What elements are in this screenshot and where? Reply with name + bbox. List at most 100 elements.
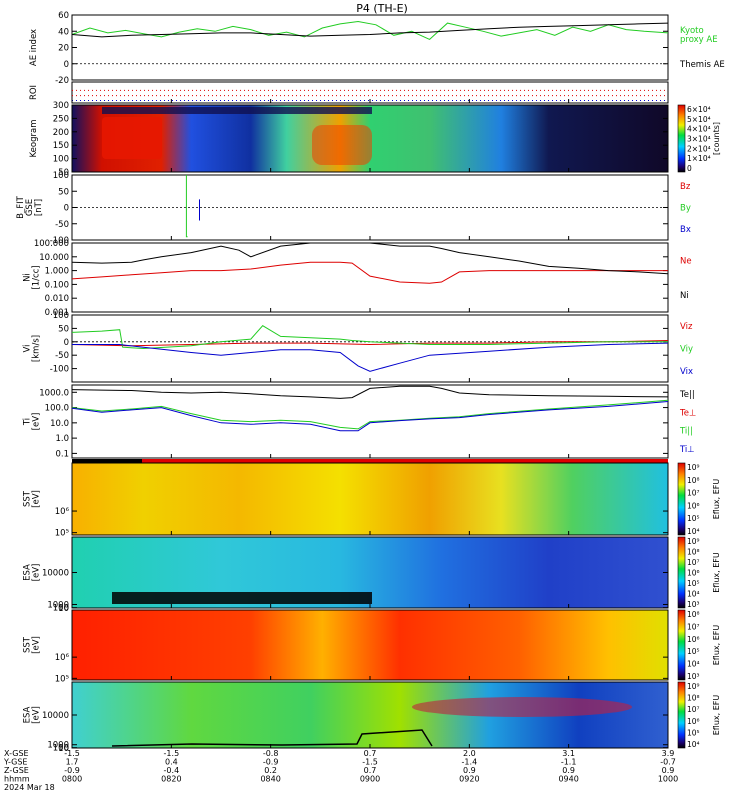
- keogram-ylabel: Keogram: [29, 120, 39, 158]
- xaxis-row-label: X-GSE: [4, 749, 29, 758]
- xaxis-row-label: hhmm: [4, 775, 30, 784]
- ytick-label: 50: [58, 324, 69, 334]
- ytick-label: 150: [53, 141, 69, 151]
- xtick-label: 0820: [161, 775, 181, 784]
- legend-temperature-0: Te||: [679, 390, 695, 400]
- legend-velocity-1: Viy: [680, 345, 693, 355]
- ytick-label: 0.001: [45, 308, 69, 318]
- xtick-label: 0840: [260, 775, 280, 784]
- panel-sst_i: 10⁶ 10⁵ SST[eV] 10⁸ 10⁷ 10⁶ 10⁵ 10⁴ 10³ Eflux, EF…: [23, 609, 721, 684]
- colorbar-tick: 10⁵: [687, 514, 700, 523]
- legend-temperature-1: Te⊥: [679, 408, 696, 418]
- sst-e-flag-dark: [72, 459, 142, 463]
- xtick-label: 0.9: [463, 766, 476, 775]
- xtick-label: -1.5: [64, 749, 80, 758]
- xtick-label: -0.4: [164, 766, 180, 775]
- xtick-label: 0.4: [165, 758, 178, 767]
- ytick-label: 10000: [42, 711, 69, 721]
- colorbar-tick: 2×10⁴: [687, 144, 711, 153]
- xtick-label: -0.9: [64, 766, 80, 775]
- xtick-label: 2.0: [463, 749, 476, 758]
- keogram-colorbar-label: [counts]: [712, 122, 721, 155]
- colorbar-tick: 10⁶: [687, 717, 700, 726]
- xtick-label: 0800: [62, 775, 82, 784]
- legend-density-1: Ni: [680, 291, 689, 301]
- colorbar-tick: 10⁶: [687, 501, 700, 510]
- legend-bfield-0: Bz: [680, 182, 691, 192]
- esa-i-flux-peak: [412, 697, 632, 717]
- ytick-label: 1000: [47, 600, 69, 610]
- colorbar-tick: 10⁹: [687, 463, 700, 472]
- colorbar-tick: 10⁴: [687, 740, 700, 749]
- series-line: [71, 20, 669, 40]
- ytick-label: 10.0: [50, 419, 69, 429]
- ytick-label: 250: [53, 114, 69, 124]
- xtick-label: -0.9: [263, 758, 279, 767]
- ae-ylabel: AE index: [29, 29, 39, 66]
- chart-title: P4 (TH-E): [356, 2, 408, 15]
- ytick-label: 100: [53, 311, 69, 321]
- xtick-label: 0920: [459, 775, 479, 784]
- panel-roi: ROI: [29, 81, 669, 104]
- sst_e-spectrogram: [72, 463, 668, 535]
- colorbar-tick: 10⁹: [687, 682, 700, 691]
- xtick-label: 0.7: [364, 749, 377, 758]
- colorbar-tick: 10³: [687, 600, 700, 609]
- esa_i-colorbar-label: Eflux, EFU: [712, 695, 721, 736]
- xtick-label: -1.4: [462, 758, 478, 767]
- sst_e-colorbar-label: Eflux, EFU: [712, 479, 721, 520]
- legend-bfield-2: Bx: [680, 225, 691, 235]
- series-line: [185, 175, 188, 238]
- sst_i-spectrogram: [72, 610, 668, 680]
- xtick-label: 0.7: [364, 766, 377, 775]
- ytick-label: 200: [53, 128, 69, 138]
- ytick-label: 0: [64, 60, 69, 70]
- ytick-label: 1.0: [55, 434, 69, 444]
- colorbar-tick: 10⁷: [687, 622, 700, 631]
- ytick-label: 10: [58, 744, 69, 754]
- colorbar-tick: 10⁴: [687, 590, 700, 599]
- xaxis-row-label: Y-GSE: [3, 758, 27, 767]
- colorbar-tick: 10⁸: [687, 694, 700, 703]
- xtick-label: 3.9: [662, 749, 675, 758]
- ytick-label: 60: [58, 11, 69, 21]
- ytick-label: 10⁵: [55, 529, 69, 539]
- ytick-label: -100: [50, 365, 69, 375]
- esa_e-colorbar: [677, 536, 686, 609]
- panel-velocity: 100 50 0 -50 -100 Vi[km/s] Viz Viy Vix: [23, 311, 693, 383]
- colorbar-tick: 1×10⁴: [687, 154, 711, 163]
- sst_e-ylabel: SST[eV]: [23, 490, 42, 508]
- colorbar-tick: 10⁶: [687, 569, 700, 578]
- series-line: [71, 340, 669, 347]
- colorbar-tick: 0: [687, 164, 692, 173]
- density-ylabel: Ni[1/cc]: [23, 265, 42, 289]
- panel-keogram: 30025020015010050Keogram6×10⁴5×10⁴4×10⁴3…: [29, 101, 721, 178]
- legend-ae-1: Themis AE: [679, 60, 725, 70]
- series-line: [71, 242, 669, 275]
- xtick-label: -0.7: [660, 758, 676, 767]
- colorbar-tick: 10⁸: [687, 476, 700, 485]
- bfield-ylabel: B_FITGSE[nT]: [16, 195, 44, 218]
- ytick-label: 10⁵: [55, 674, 69, 684]
- xaxis-row-label: Z-GSE: [4, 766, 29, 775]
- ytick-label: -100: [50, 236, 69, 246]
- colorbar-tick: 3×10⁴: [687, 135, 711, 144]
- series-line: [72, 342, 669, 372]
- series-line: [71, 401, 669, 432]
- legend-ae-0: Kyoto proxy AE: [680, 26, 718, 45]
- ytick-label: -20: [55, 76, 69, 86]
- ytick-label: 100: [53, 744, 69, 754]
- ytick-label: 10: [58, 604, 69, 614]
- esa_e-colorbar-label: Eflux, EFU: [712, 552, 721, 593]
- roi-ylabel: ROI: [29, 85, 39, 100]
- colorbar-tick: 6×10⁴: [687, 105, 711, 114]
- legend-velocity-0: Viz: [680, 322, 693, 332]
- xtick-label: 0.2: [264, 766, 277, 775]
- colorbar-tick: 10⁷: [687, 705, 700, 714]
- xtick-label: -0.8: [263, 749, 279, 758]
- colorbar-tick: 4×10⁴: [687, 125, 711, 134]
